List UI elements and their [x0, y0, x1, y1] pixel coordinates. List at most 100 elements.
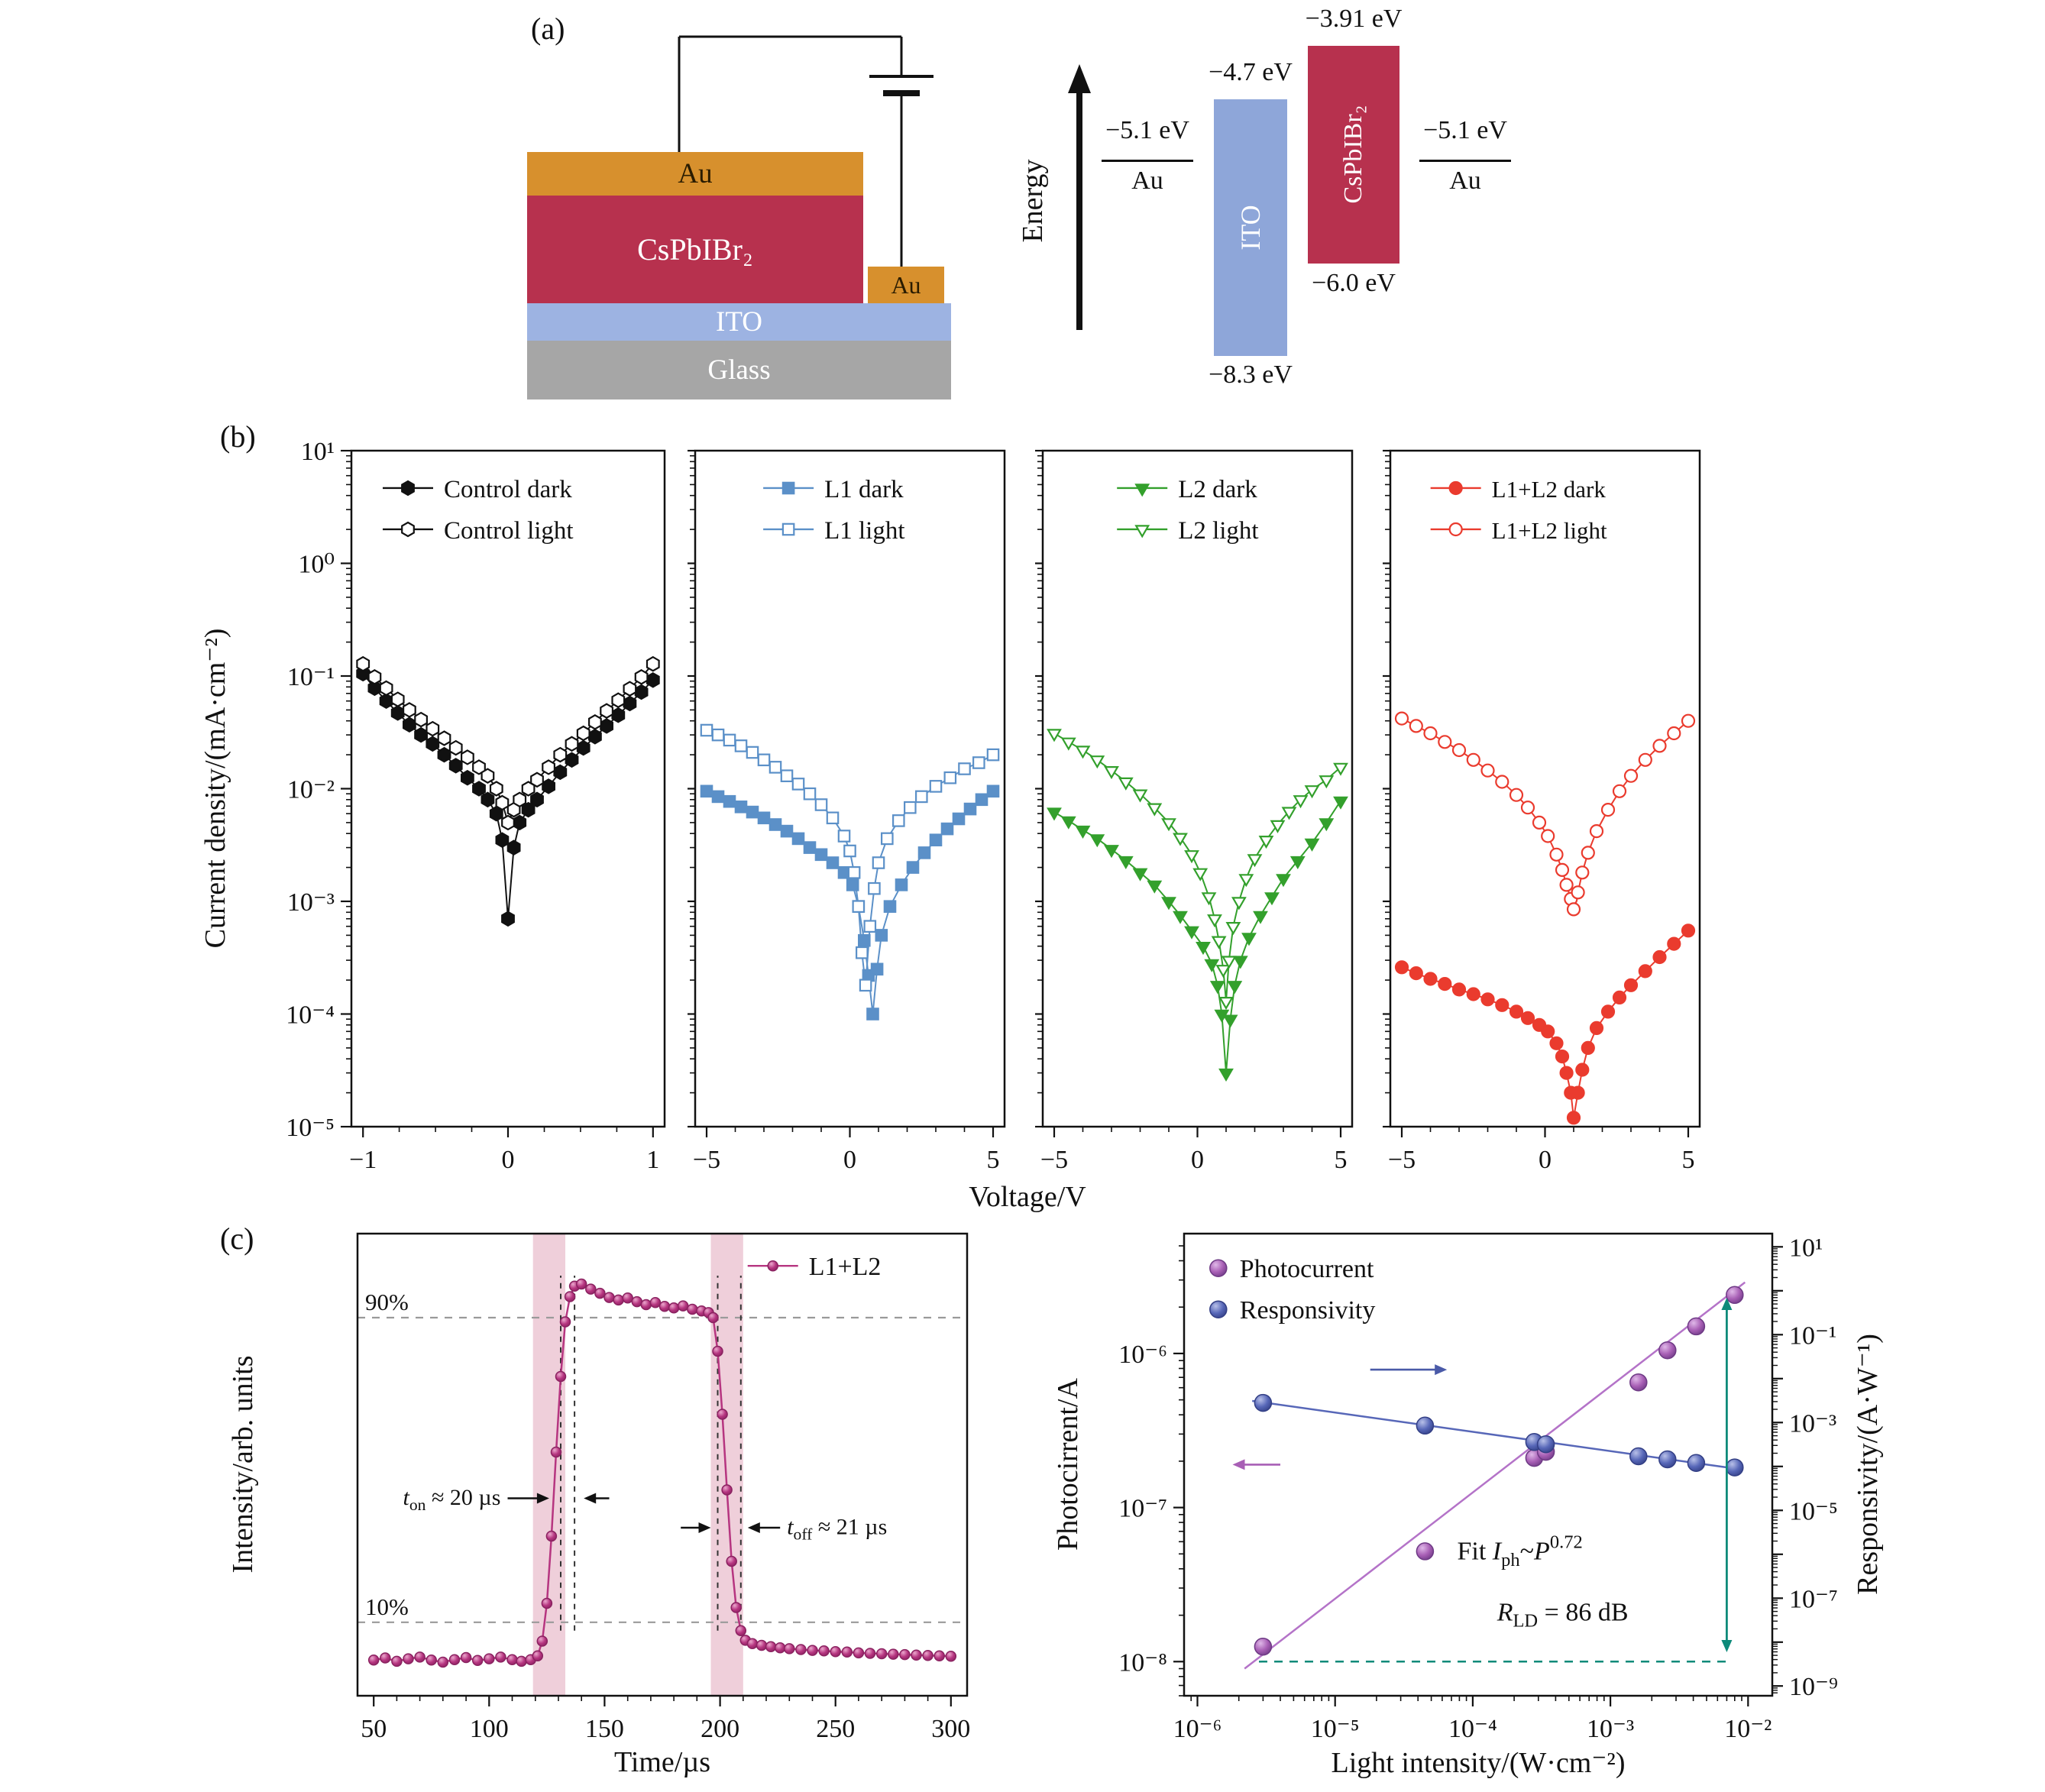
svg-text:10⁻²: 10⁻²: [1724, 1715, 1772, 1743]
intensity-axis-label: Intensity/arb. units: [227, 1355, 259, 1574]
au-right-energy: −5.1 eV: [1423, 116, 1507, 144]
svg-text:−5: −5: [1040, 1146, 1068, 1174]
svg-text:Responsivity: Responsivity: [1240, 1296, 1376, 1325]
svg-text:L1 light: L1 light: [824, 517, 904, 545]
svg-text:50: 50: [361, 1715, 387, 1743]
series-l1+l2-dark: [1394, 923, 1696, 1125]
response-time-chart: 90% 10% ton ≈ 20 µs toff ≈ 21 µs 50 100 150 200…: [290, 1222, 978, 1772]
series-photocurrent: [1254, 1286, 1744, 1656]
svg-text:150: 150: [585, 1715, 624, 1743]
svg-text:RLD = 86 dB: RLD = 86 dB: [1497, 1598, 1629, 1631]
svg-text:10⁻²: 10⁻²: [287, 776, 335, 804]
energy-axis-label: Energy: [1017, 159, 1049, 243]
svg-text:L1 dark: L1 dark: [824, 476, 904, 503]
svg-text:10⁻⁸: 10⁻⁸: [1118, 1648, 1167, 1677]
au-right-label: Au: [1449, 167, 1481, 195]
device-layer-au-side: Au: [868, 267, 944, 303]
svg-text:1: 1: [646, 1146, 659, 1174]
svg-text:10⁻⁵: 10⁻⁵: [286, 1114, 335, 1142]
svg-text:5: 5: [1682, 1146, 1695, 1174]
svg-text:100: 100: [470, 1715, 509, 1743]
svg-text:200: 200: [701, 1715, 739, 1743]
svg-text:10⁻⁷: 10⁻⁷: [1789, 1585, 1838, 1613]
photocurrent-axis-label: Photocirrent/A: [1052, 1378, 1084, 1551]
device-layer-au-top: Au: [527, 152, 863, 196]
ito-top-energy: −4.7 eV: [1209, 58, 1293, 86]
svg-text:10¹: 10¹: [1789, 1234, 1823, 1262]
cspbibr2-band-label: CsPbIBr₂: [1339, 105, 1367, 204]
svg-text:0: 0: [843, 1146, 856, 1174]
svg-text:−1: −1: [349, 1146, 377, 1174]
svg-text:ton ≈ 20 µs: ton ≈ 20 µs: [403, 1485, 501, 1514]
voltage-axis-label: Voltage/V: [969, 1181, 1086, 1213]
svg-text:10⁻⁴: 10⁻⁴: [1448, 1715, 1497, 1743]
svg-text:Control dark: Control dark: [444, 476, 572, 503]
ito-bottom-energy: −8.3 eV: [1209, 361, 1293, 389]
svg-text:10⁻⁴: 10⁻⁴: [286, 1001, 335, 1030]
svg-text:5: 5: [1335, 1146, 1348, 1174]
jv-chart-l1l2: −5 0 5 L1+L2 dark L1+L2 light: [1380, 442, 1711, 1190]
panel-c-label: (c): [220, 1221, 254, 1256]
jv-chart-control: −1 0 1 10¹ 10⁰ 10⁻¹ 10⁻² 10⁻³ 10⁻⁴ 10⁻⁵ Control da…: [260, 438, 676, 1190]
svg-text:250: 250: [816, 1715, 855, 1743]
svg-text:10⁻⁷: 10⁻⁷: [1118, 1495, 1167, 1523]
svg-text:10⁻¹: 10⁻¹: [1789, 1321, 1836, 1350]
au-left-label: Au: [1131, 167, 1163, 195]
series-l2-dark: [1047, 796, 1348, 1082]
svg-text:L1+L2 light: L1+L2 light: [1492, 517, 1607, 544]
svg-text:10⁰: 10⁰: [298, 551, 335, 579]
series-l1+l2-light: [1394, 711, 1696, 917]
svg-text:10⁻³: 10⁻³: [287, 888, 335, 917]
svg-text:10⁻¹: 10⁻¹: [287, 663, 335, 691]
cspbibr2-bottom-energy: −6.0 eV: [1312, 269, 1396, 297]
svg-text:10⁻⁵: 10⁻⁵: [1789, 1497, 1838, 1525]
cspbibr2-band-bar: [1308, 46, 1399, 264]
svg-text:10⁻³: 10⁻³: [1789, 1409, 1836, 1438]
circuit-and-energy-arrow: [678, 35, 1091, 330]
svg-text:0: 0: [1539, 1146, 1552, 1174]
time-axis-label: Time/µs: [613, 1746, 711, 1778]
au-right-level-line: [1419, 160, 1511, 162]
svg-text:Photocurrent: Photocurrent: [1240, 1255, 1374, 1283]
panel-b-label: (b): [220, 419, 256, 454]
panel-a-label: (a): [531, 11, 565, 46]
jv-chart-l1: −5 0 5 L1 dark L1 light: [684, 442, 1016, 1190]
ito-band-bar: [1214, 99, 1287, 356]
svg-text:10⁻⁵: 10⁻⁵: [1311, 1715, 1360, 1743]
au-left-energy: −5.1 eV: [1105, 116, 1189, 144]
cspbibr2-top-energy: −3.91 eV: [1305, 5, 1403, 33]
device-layer-glass: Glass: [527, 341, 951, 399]
series-l1+l2: [367, 1278, 957, 1668]
series-l1-light: [700, 723, 1000, 992]
svg-text:0: 0: [502, 1146, 515, 1174]
series-control-light: [356, 655, 660, 831]
svg-text:L1+L2: L1+L2: [809, 1253, 882, 1281]
device-layer-ito: ITO: [527, 303, 951, 341]
svg-text:L1+L2 dark: L1+L2 dark: [1492, 476, 1607, 503]
svg-text:5: 5: [987, 1146, 1000, 1174]
svg-text:10⁻⁶: 10⁻⁶: [1173, 1715, 1222, 1743]
current-density-axis-label: Current density/(mA·cm⁻²): [199, 628, 231, 949]
au-left-level-line: [1102, 160, 1193, 162]
svg-text:L2 dark: L2 dark: [1178, 476, 1257, 503]
light-intensity-axis-label: Light intensity/(W·cm⁻²): [1331, 1747, 1626, 1779]
svg-text:10⁻⁶: 10⁻⁶: [1118, 1341, 1167, 1369]
svg-text:Fit Iph~P0.72: Fit Iph~P0.72: [1457, 1532, 1582, 1570]
series-l2-light: [1047, 729, 1348, 1011]
svg-text:0: 0: [1191, 1146, 1204, 1174]
svg-text:300: 300: [931, 1715, 970, 1743]
svg-text:−5: −5: [693, 1146, 720, 1174]
series-responsivity: [1254, 1393, 1744, 1477]
device-layer-cspbibr2: CsPbIBr₂: [527, 196, 863, 303]
svg-text:L2 light: L2 light: [1178, 517, 1258, 545]
series-control-dark: [356, 665, 660, 927]
svg-text:10⁻⁹: 10⁻⁹: [1789, 1673, 1838, 1701]
svg-text:10¹: 10¹: [301, 442, 335, 466]
svg-text:90%: 90%: [365, 1289, 409, 1315]
photocurrent-responsivity-chart: Fit Iph~P0.72 RLD = 86 dB 10⁻⁶ 10⁻⁵ 10⁻⁴ 10⁻³…: [1100, 1222, 1872, 1772]
svg-text:−5: −5: [1388, 1146, 1416, 1174]
svg-text:Control light: Control light: [444, 517, 574, 545]
series-fit-photocurrent: [1244, 1281, 1746, 1670]
ito-band-label: ITO: [1235, 205, 1266, 251]
svg-text:10%: 10%: [365, 1593, 409, 1620]
